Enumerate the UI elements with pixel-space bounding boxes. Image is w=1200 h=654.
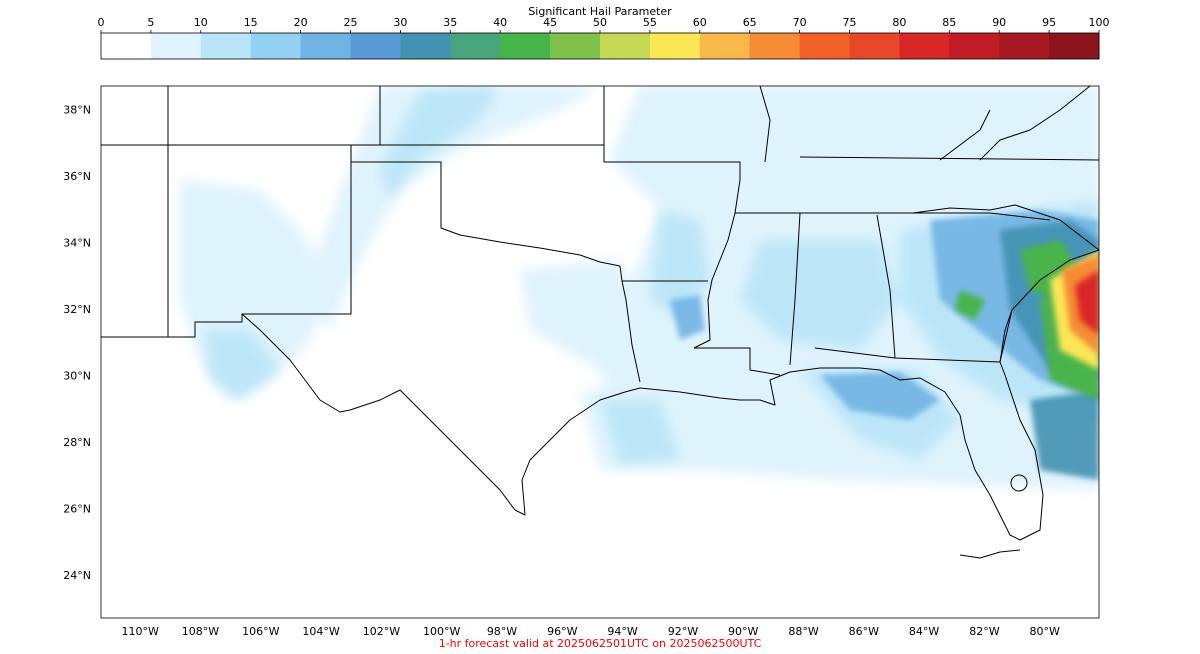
longitude-label: 90°W: [728, 625, 758, 638]
colorbar-tick-label: 35: [443, 16, 457, 29]
colorbar-tick-label: 75: [843, 16, 857, 29]
latitude-label: 28°N: [63, 436, 91, 449]
longitude-labels: 110°W 108°W 106°W 104°W 102°W 100°W 98°W 96°W 94…: [122, 625, 1061, 638]
colorbar-tick-labels: 0 5 10 15 20 25 30 35 40 45 50 55 60 65 70 75 80 85 90 95 10…: [98, 16, 1110, 33]
colorbar-cell: [250, 33, 302, 59]
colorbar-tick-label: 15: [244, 16, 258, 29]
colorbar-tick-label: 30: [393, 16, 407, 29]
hail-field-red: [1075, 270, 1099, 335]
colorbar-cell: [450, 33, 501, 59]
longitude-label: 86°W: [849, 625, 879, 638]
latitude-label: 36°N: [63, 170, 91, 183]
forecast-caption: 1-hr forecast valid at 2025062501UTC on …: [439, 637, 762, 650]
colorbar-tick-label: 100: [1089, 16, 1110, 29]
latitude-labels: 38°N 36°N 34°N 32°N 30°N 28°N 26°N 24°N: [63, 103, 91, 582]
colorbar-cell: [949, 33, 1000, 59]
latitude-label: 26°N: [63, 502, 91, 515]
longitude-label: 110°W: [122, 625, 159, 638]
longitude-label: 98°W: [487, 625, 517, 638]
longitude-label: 104°W: [302, 625, 339, 638]
colorbar-tick-label: 40: [493, 16, 507, 29]
latitude-label: 30°N: [63, 369, 91, 382]
longitude-label: 96°W: [547, 625, 577, 638]
colorbar-tick-label: 0: [98, 16, 105, 29]
colorbar-tick-label: 25: [344, 16, 358, 29]
longitude-label: 82°W: [969, 625, 999, 638]
colorbar-title: Significant Hail Parameter: [528, 5, 672, 18]
colorbar-cell: [200, 33, 252, 59]
colorbar-tick-label: 10: [194, 16, 208, 29]
coastline: [241, 249, 1099, 559]
longitude-label: 80°W: [1030, 625, 1060, 638]
colorbar-tick-label: 45: [543, 16, 557, 29]
longitude-label: 84°W: [909, 625, 939, 638]
colorbar-tick-label: 5: [147, 16, 154, 29]
colorbar-tick-label: 60: [693, 16, 707, 29]
colorbar-cell: [899, 33, 950, 59]
colorbar-cell: [849, 33, 900, 59]
colorbar-cell: [749, 33, 801, 59]
colorbar-tick-label: 85: [942, 16, 956, 29]
latitude-label: 34°N: [63, 236, 91, 249]
longitude-label: 102°W: [363, 625, 400, 638]
colorbar-cell: [500, 33, 551, 59]
latitude-label: 32°N: [63, 303, 91, 316]
colorbar-cell: [400, 33, 451, 59]
colorbar-cell: [101, 33, 152, 59]
map-frame: [100, 85, 1100, 619]
colorbar-cell: [600, 33, 651, 59]
longitude-label: 108°W: [182, 625, 219, 638]
longitude-label: 88°W: [788, 625, 818, 638]
colorbar-cell: [550, 33, 601, 59]
colorbar-tick-label: 70: [793, 16, 807, 29]
colorbar-cell: [350, 33, 401, 59]
colorbar-cell: [1049, 33, 1100, 59]
colorbar-tick-label: 20: [294, 16, 308, 29]
colorbar-cells: [101, 33, 1100, 59]
colorbar-tick-label: 95: [1042, 16, 1056, 29]
longitude-label: 94°W: [607, 625, 637, 638]
colorbar-tick-label: 50: [593, 16, 607, 29]
longitude-label: 92°W: [668, 625, 698, 638]
colorbar-cell: [999, 33, 1050, 59]
colorbar-tick-label: 90: [992, 16, 1006, 29]
longitude-label: 100°W: [423, 625, 460, 638]
colorbar-cell: [300, 33, 351, 59]
state-boundaries: [101, 86, 1099, 383]
map-area: [101, 86, 1099, 618]
colorbar-tick-label: 55: [643, 16, 657, 29]
colorbar-tick-label: 65: [743, 16, 757, 29]
latitude-label: 24°N: [63, 569, 91, 582]
latitude-label: 38°N: [63, 103, 91, 116]
colorbar-cell: [799, 33, 850, 59]
colorbar-cell: [649, 33, 701, 59]
colorbar-tick-label: 80: [892, 16, 906, 29]
colorbar-frame: [100, 32, 1100, 60]
longitude-label: 106°W: [242, 625, 279, 638]
colorbar-cell: [699, 33, 751, 59]
colorbar-cell: [150, 33, 202, 59]
